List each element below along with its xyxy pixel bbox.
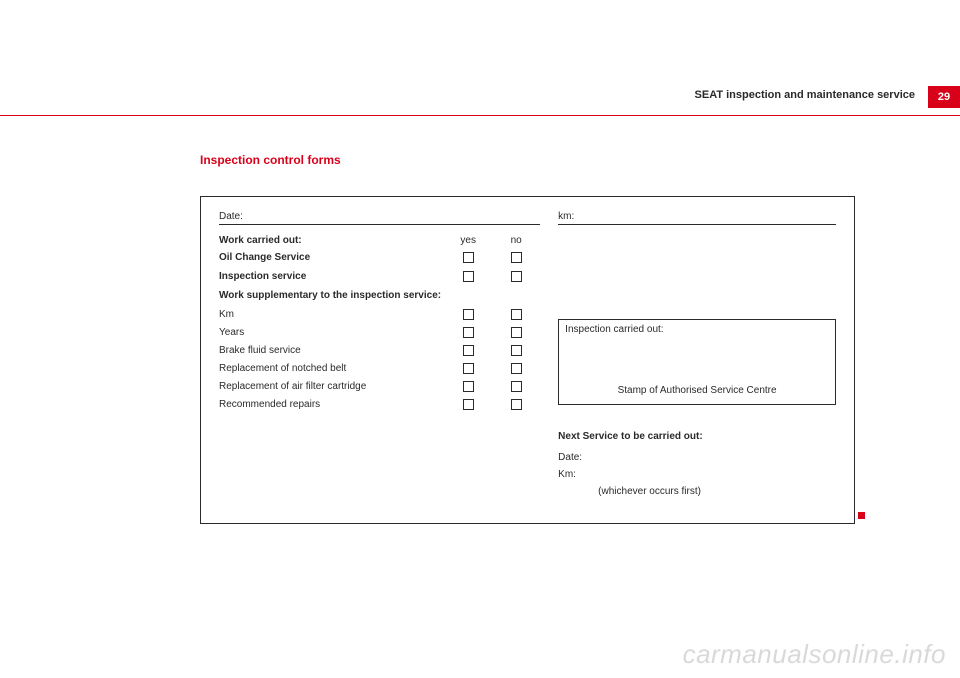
notched-belt-yes-checkbox[interactable] — [463, 363, 474, 374]
row-inspection-service: Inspection service — [219, 271, 540, 282]
form-box: Date: Work carried out: yes no Oil Chang… — [200, 196, 855, 524]
work-carried-out-header: Work carried out: yes no — [219, 235, 540, 246]
row-km: Km — [219, 309, 540, 320]
next-date-label: Date: — [558, 452, 836, 463]
row-recommended: Recommended repairs — [219, 399, 540, 410]
next-service-header: Next Service to be carried out: — [558, 431, 836, 442]
date-field: Date: — [219, 211, 540, 225]
whichever-note: (whichever occurs first) — [598, 486, 836, 497]
brake-fluid-yes-checkbox[interactable] — [463, 345, 474, 356]
notched-belt-label: Replacement of notched belt — [219, 363, 444, 374]
col-no-label: no — [492, 235, 540, 246]
row-oil-change: Oil Change Service — [219, 252, 540, 263]
row-brake-fluid: Brake fluid service — [219, 345, 540, 356]
oil-change-label: Oil Change Service — [219, 252, 444, 263]
stamp-box: Inspection carried out: Stamp of Authori… — [558, 319, 836, 405]
work-carried-out-label: Work carried out: — [219, 235, 444, 246]
left-column: Date: Work carried out: yes no Oil Chang… — [219, 211, 552, 513]
years-yes-checkbox[interactable] — [463, 327, 474, 338]
brake-fluid-no-checkbox[interactable] — [511, 345, 522, 356]
oil-change-yes-checkbox[interactable] — [463, 252, 474, 263]
km-yes-checkbox[interactable] — [463, 309, 474, 320]
supplementary-header: Work supplementary to the inspection ser… — [219, 290, 540, 301]
air-filter-yes-checkbox[interactable] — [463, 381, 474, 392]
row-years: Years — [219, 327, 540, 338]
brake-fluid-label: Brake fluid service — [219, 345, 444, 356]
air-filter-label: Replacement of air filter cartridge — [219, 381, 444, 392]
right-column: km: Inspection carried out: Stamp of Aut… — [552, 211, 836, 513]
recommended-label: Recommended repairs — [219, 399, 444, 410]
inspection-service-no-checkbox[interactable] — [511, 271, 522, 282]
years-no-checkbox[interactable] — [511, 327, 522, 338]
air-filter-no-checkbox[interactable] — [511, 381, 522, 392]
row-notched-belt: Replacement of notched belt — [219, 363, 540, 374]
inspection-service-label: Inspection service — [219, 271, 444, 282]
end-marker-icon — [858, 512, 865, 519]
km-label: Km — [219, 309, 444, 320]
km-field: km: — [558, 211, 836, 225]
section-title: Inspection control forms — [200, 153, 341, 167]
next-km-label: Km: — [558, 469, 836, 480]
years-label: Years — [219, 327, 444, 338]
col-yes-label: yes — [444, 235, 492, 246]
km-no-checkbox[interactable] — [511, 309, 522, 320]
oil-change-no-checkbox[interactable] — [511, 252, 522, 263]
inspection-service-yes-checkbox[interactable] — [463, 271, 474, 282]
header-rule — [0, 115, 960, 116]
page-number-badge: 29 — [928, 86, 960, 108]
stamp-box-caption: Stamp of Authorised Service Centre — [565, 335, 829, 400]
row-air-filter: Replacement of air filter cartridge — [219, 381, 540, 392]
stamp-box-title: Inspection carried out: — [565, 324, 829, 335]
recommended-no-checkbox[interactable] — [511, 399, 522, 410]
notched-belt-no-checkbox[interactable] — [511, 363, 522, 374]
watermark-text: carmanualsonline.info — [683, 639, 946, 670]
recommended-yes-checkbox[interactable] — [463, 399, 474, 410]
running-header: SEAT inspection and maintenance service — [695, 89, 915, 101]
next-service-block: Next Service to be carried out: Date: Km… — [558, 431, 836, 503]
